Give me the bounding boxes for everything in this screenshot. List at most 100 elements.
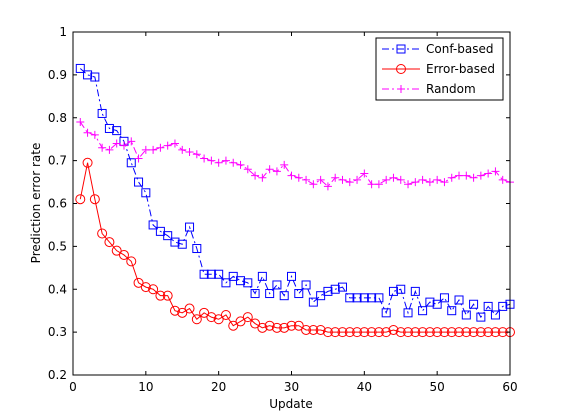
data-point-error-based xyxy=(220,309,231,320)
data-point-random xyxy=(433,175,442,184)
data-point-conf-based xyxy=(148,220,158,230)
data-point-error-based xyxy=(424,327,435,338)
y-axis-label: Prediction error rate xyxy=(29,143,43,264)
x-tick-label: 0 xyxy=(69,380,77,394)
data-point-random xyxy=(214,158,223,167)
data-point-error-based xyxy=(250,318,261,329)
data-point-conf-based xyxy=(141,188,151,198)
data-point-random xyxy=(382,175,391,184)
data-point-error-based xyxy=(82,157,93,168)
data-point-error-based xyxy=(206,312,217,323)
series-random xyxy=(76,118,514,191)
legend-label-error-based: Error-based xyxy=(426,62,495,76)
data-point-random xyxy=(294,173,303,182)
data-point-conf-based xyxy=(418,306,428,316)
y-tick-label: 0.4 xyxy=(48,282,67,296)
y-tick-label: 0.7 xyxy=(48,154,67,168)
data-point-conf-based xyxy=(374,293,384,303)
data-point-random xyxy=(396,175,405,184)
data-point-conf-based xyxy=(236,276,246,286)
data-point-conf-based xyxy=(483,301,493,311)
data-point-conf-based xyxy=(337,282,347,292)
data-point-error-based xyxy=(352,327,363,338)
x-tick-label: 50 xyxy=(430,380,445,394)
data-point-random xyxy=(440,178,449,187)
data-point-conf-based xyxy=(447,306,457,316)
data-point-error-based xyxy=(177,307,188,318)
data-point-conf-based xyxy=(381,308,391,318)
data-point-error-based xyxy=(191,314,202,325)
data-point-conf-based xyxy=(192,244,202,254)
data-point-error-based xyxy=(308,324,319,335)
data-point-error-based xyxy=(432,327,443,338)
data-point-random xyxy=(90,130,99,139)
legend-label-random: Random xyxy=(426,82,476,96)
data-point-error-based xyxy=(75,194,86,205)
series-line-error-based xyxy=(79,162,510,333)
data-point-conf-based xyxy=(410,286,420,296)
data-point-conf-based xyxy=(476,312,486,322)
axes-layer: 0 10 20 30 40 50 60 0.2 0.3 0.4 0.5 0.6 0.7 0.8 0.9 1 xyxy=(48,25,518,394)
x-tick-label: 30 xyxy=(284,380,299,394)
data-point-error-based xyxy=(366,327,377,338)
data-point-error-based xyxy=(322,327,333,338)
y-tick-label: 1 xyxy=(59,25,67,39)
data-point-random xyxy=(221,156,230,165)
data-point-conf-based xyxy=(308,297,318,307)
data-point-random xyxy=(280,160,289,169)
data-point-error-based xyxy=(213,314,224,325)
data-point-random xyxy=(76,118,85,127)
y-tick-label: 0.2 xyxy=(48,368,67,382)
data-point-random xyxy=(141,145,150,154)
data-point-random xyxy=(243,165,252,174)
data-point-random xyxy=(98,143,107,152)
data-point-conf-based xyxy=(330,284,340,294)
data-point-conf-based xyxy=(206,269,216,279)
data-point-conf-based xyxy=(214,269,224,279)
data-point-conf-based xyxy=(367,293,377,303)
data-point-random xyxy=(185,148,194,157)
data-point-conf-based xyxy=(345,293,355,303)
data-point-conf-based xyxy=(454,295,464,305)
data-point-random xyxy=(491,167,500,176)
data-point-conf-based xyxy=(97,108,107,118)
data-point-random xyxy=(345,178,354,187)
data-point-random xyxy=(192,150,201,159)
data-point-conf-based xyxy=(301,280,311,290)
data-point-random xyxy=(251,171,260,180)
data-point-error-based xyxy=(395,327,406,338)
data-point-random xyxy=(229,158,238,167)
data-point-conf-based xyxy=(425,297,435,307)
data-point-conf-based xyxy=(185,222,195,232)
data-point-random xyxy=(272,167,281,176)
y-tick-label: 0.3 xyxy=(48,325,67,339)
data-point-conf-based xyxy=(352,293,362,303)
data-point-random xyxy=(425,178,434,187)
data-point-conf-based xyxy=(294,289,304,299)
data-point-error-based xyxy=(235,316,246,327)
data-point-conf-based xyxy=(403,308,413,318)
data-point-random xyxy=(83,128,92,137)
y-tick-label: 0.8 xyxy=(48,111,67,125)
data-point-error-based xyxy=(257,322,268,333)
data-point-random xyxy=(316,175,325,184)
data-point-conf-based xyxy=(461,310,471,320)
data-point-error-based xyxy=(337,327,348,338)
data-point-error-based xyxy=(199,307,210,318)
data-point-error-based xyxy=(271,322,282,333)
data-point-conf-based xyxy=(112,126,122,136)
data-point-conf-based xyxy=(490,310,500,320)
data-point-error-based xyxy=(330,327,341,338)
data-point-error-based xyxy=(301,324,312,335)
data-point-error-based xyxy=(417,327,428,338)
data-point-error-based xyxy=(148,284,159,295)
data-point-conf-based xyxy=(250,289,260,299)
data-point-error-based xyxy=(169,305,180,316)
data-point-error-based xyxy=(439,327,450,338)
data-point-conf-based xyxy=(163,231,173,241)
data-point-random xyxy=(309,180,318,189)
series-line-conf-based xyxy=(79,68,511,319)
data-point-error-based xyxy=(104,237,115,248)
x-tick-label: 10 xyxy=(138,380,153,394)
data-point-random xyxy=(105,145,114,154)
